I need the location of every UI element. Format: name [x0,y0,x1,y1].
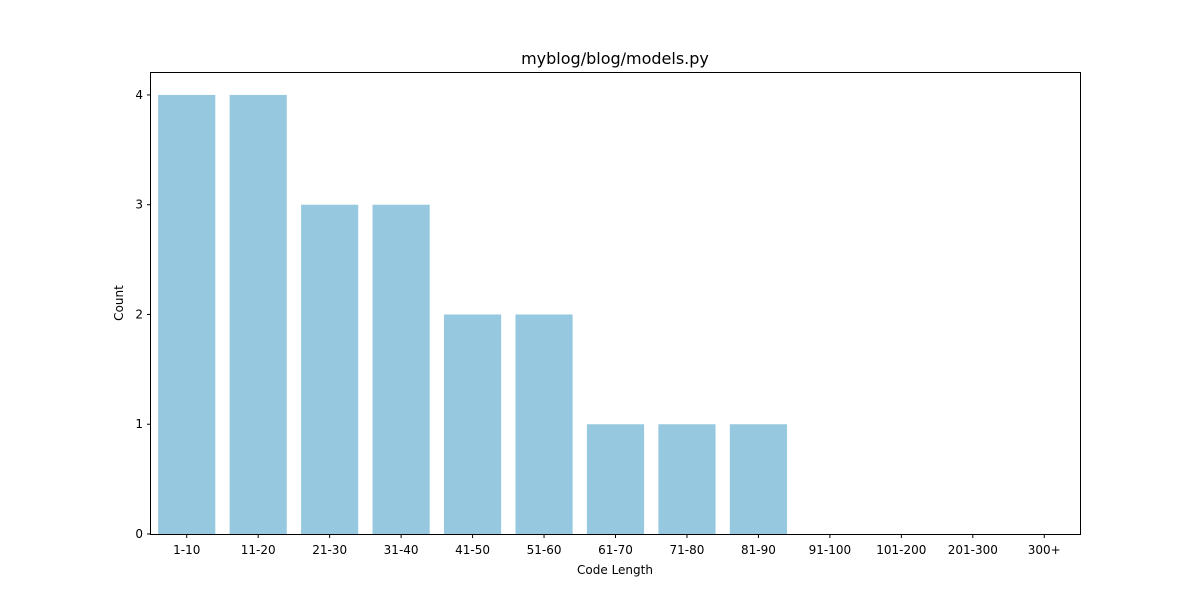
bar-81-90 [729,424,788,534]
plot-frame [150,72,1081,535]
y-tick-label: 1 [135,417,143,431]
bar-31-40 [372,204,430,534]
bar-21-30 [301,204,359,534]
x-axis-label: Code Length [577,563,653,577]
x-tick-label: 1-10 [173,543,200,557]
y-tick-label: 3 [135,198,143,212]
bar-41-50 [443,314,502,534]
chart-title: myblog/blog/models.py [521,49,709,68]
x-tick-label: 71-80 [670,543,705,557]
x-tick-label: 81-90 [741,543,776,557]
y-tick-label: 2 [135,307,143,321]
bars-group [158,94,788,534]
y-tick-label: 0 [135,527,143,541]
bar-11-20 [229,94,287,534]
x-tick-label: 21-30 [312,543,347,557]
bar-71-80 [658,424,716,534]
x-tick-label: 91-100 [809,543,852,557]
bar-51-60 [515,314,573,534]
bar-61-70 [586,424,645,534]
x-tick-label: 51-60 [527,543,562,557]
x-tick-label: 11-20 [241,543,276,557]
x-tick-label: 101-200 [876,543,926,557]
x-tick-label: 31-40 [384,543,419,557]
x-tick-label: 201-300 [948,543,998,557]
x-tick-label: 300+ [1028,543,1061,557]
y-ticks: 0 1 2 3 4 [135,88,151,541]
x-tick-label: 61-70 [598,543,633,557]
x-tick-label: 41-50 [455,543,490,557]
x-ticks: 1-10 11-20 21-30 31-40 41-50 51-60 61-70 71-80 8… [173,534,1061,557]
y-axis-label: Count [112,285,126,321]
y-tick-label: 4 [135,88,143,102]
bar-1-10 [158,94,216,534]
